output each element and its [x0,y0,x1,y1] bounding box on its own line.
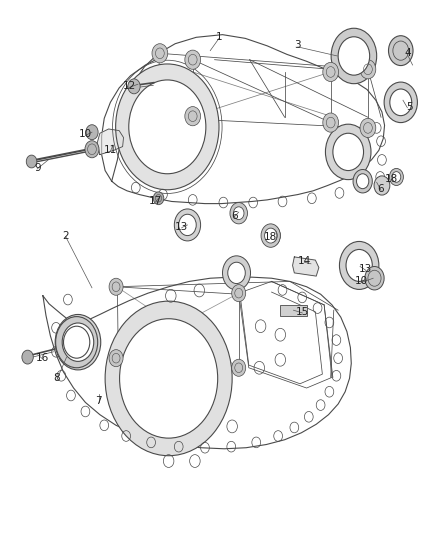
Circle shape [26,155,37,168]
Circle shape [152,44,168,63]
Circle shape [232,359,246,376]
Text: 1: 1 [215,33,223,42]
Circle shape [129,80,206,174]
Circle shape [228,262,245,284]
Circle shape [56,317,98,368]
Circle shape [384,82,417,123]
Text: 13: 13 [175,222,188,231]
Circle shape [339,241,379,289]
Circle shape [333,133,364,171]
Text: 11: 11 [104,146,117,155]
Circle shape [346,249,372,281]
Text: 16: 16 [36,353,49,363]
Circle shape [179,214,196,236]
Circle shape [64,326,90,358]
Circle shape [338,37,370,75]
Text: 3: 3 [294,41,301,50]
Text: 7: 7 [95,396,102,406]
Bar [280,305,307,316]
Circle shape [325,124,371,180]
Text: 4: 4 [404,49,411,58]
Circle shape [22,350,33,364]
Text: 5: 5 [406,102,413,111]
Text: 10: 10 [355,277,368,286]
Circle shape [185,107,201,126]
Circle shape [62,323,94,361]
Text: 6: 6 [231,211,238,221]
Circle shape [128,79,140,94]
Circle shape [389,168,403,185]
Text: 9: 9 [34,163,41,173]
Circle shape [263,225,280,246]
Circle shape [374,176,390,195]
Text: 17: 17 [149,196,162,206]
Circle shape [153,192,164,205]
Text: 12: 12 [123,82,136,91]
Circle shape [389,36,413,66]
Polygon shape [293,257,319,276]
Circle shape [55,314,101,370]
Circle shape [390,89,412,116]
Text: 13: 13 [359,264,372,274]
Circle shape [116,64,219,190]
Circle shape [261,224,280,247]
Circle shape [265,228,277,243]
Circle shape [185,50,201,69]
Circle shape [109,278,123,295]
Text: 6: 6 [378,184,385,194]
Circle shape [360,118,376,138]
Circle shape [266,229,277,243]
Circle shape [109,350,123,367]
Circle shape [357,174,369,189]
Circle shape [174,209,201,241]
Circle shape [120,319,218,438]
Circle shape [360,60,376,79]
Circle shape [365,266,384,290]
Circle shape [323,113,339,132]
Text: 18: 18 [264,232,277,242]
Text: 2: 2 [62,231,69,240]
Circle shape [105,301,232,456]
Text: 14: 14 [298,256,311,266]
Circle shape [233,207,244,220]
Circle shape [232,285,246,302]
Circle shape [353,169,372,193]
Circle shape [230,203,247,224]
Circle shape [331,28,377,84]
Circle shape [85,141,99,158]
Circle shape [223,256,251,290]
Circle shape [86,125,98,140]
Text: 10: 10 [79,130,92,139]
Text: 8: 8 [53,374,60,383]
Polygon shape [97,129,124,155]
Text: 15: 15 [296,307,309,317]
Circle shape [392,172,401,182]
Circle shape [323,62,339,82]
Text: 18: 18 [385,174,398,183]
